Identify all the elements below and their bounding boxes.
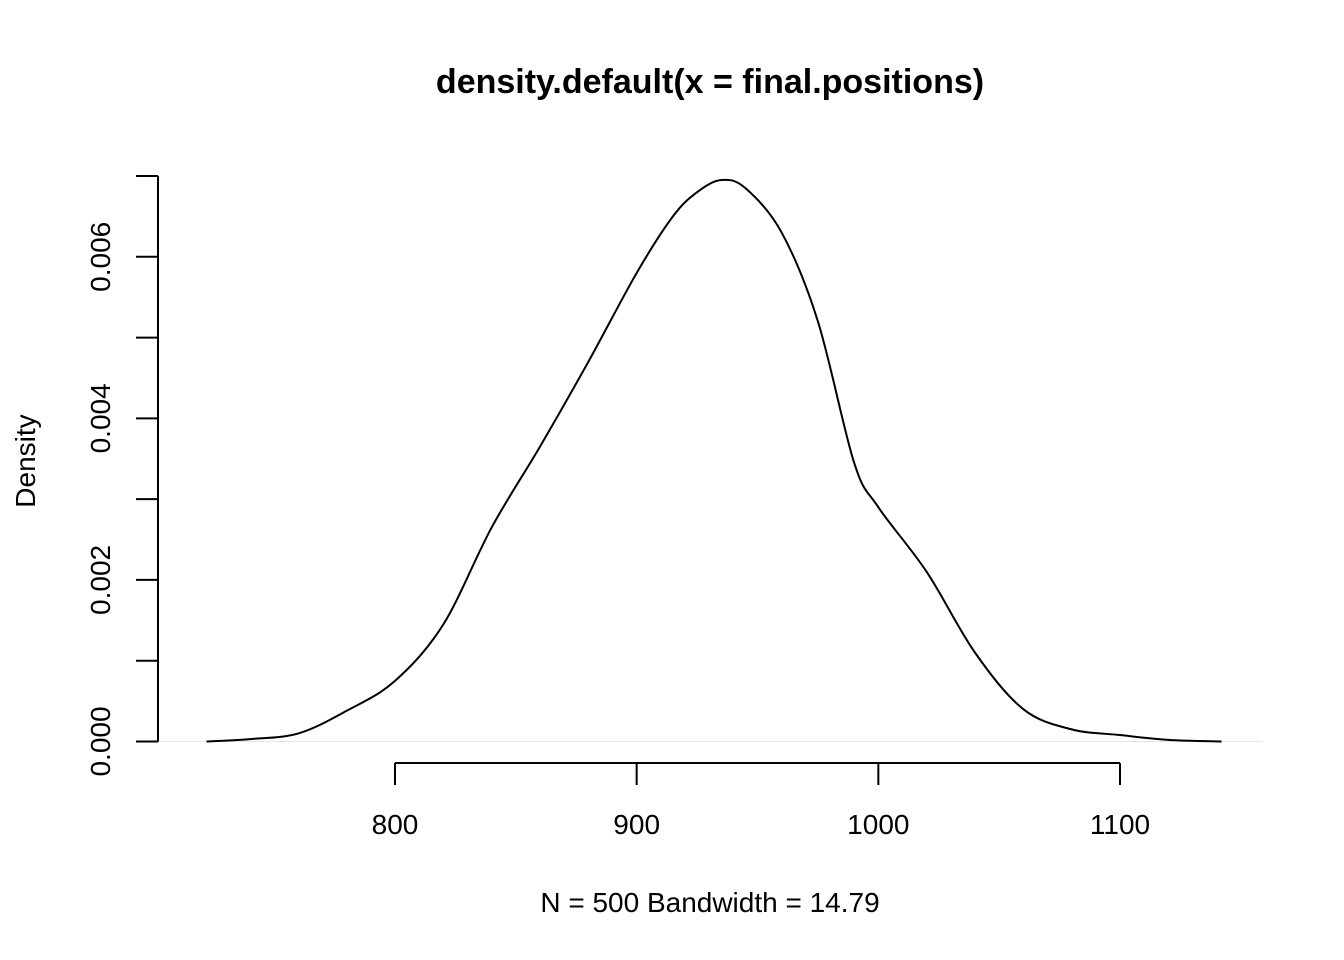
series-line-density (206, 178, 1222, 743)
x-axis: 800 900 1000 1100 (372, 762, 1150, 840)
chart-title: density.default(x = final.positions) (436, 63, 984, 101)
plot-area (158, 178, 1262, 743)
y-tick-label: 0.002 (85, 545, 116, 615)
x-tick-label: 800 (372, 809, 419, 840)
x-tick-label: 1000 (847, 809, 909, 840)
y-tick-label: 0.004 (85, 383, 116, 453)
y-tick-label: 0.000 (85, 706, 116, 776)
x-tick-label: 900 (613, 809, 660, 840)
y-tick-label: 0.006 (85, 222, 116, 292)
y-axis-label: Density (10, 414, 41, 507)
x-tick-label: 1100 (1090, 809, 1150, 840)
y-axis: 0.000 0.002 0.004 0.006 (85, 175, 159, 777)
x-axis-label: N = 500 Bandwidth = 14.79 (540, 887, 879, 918)
